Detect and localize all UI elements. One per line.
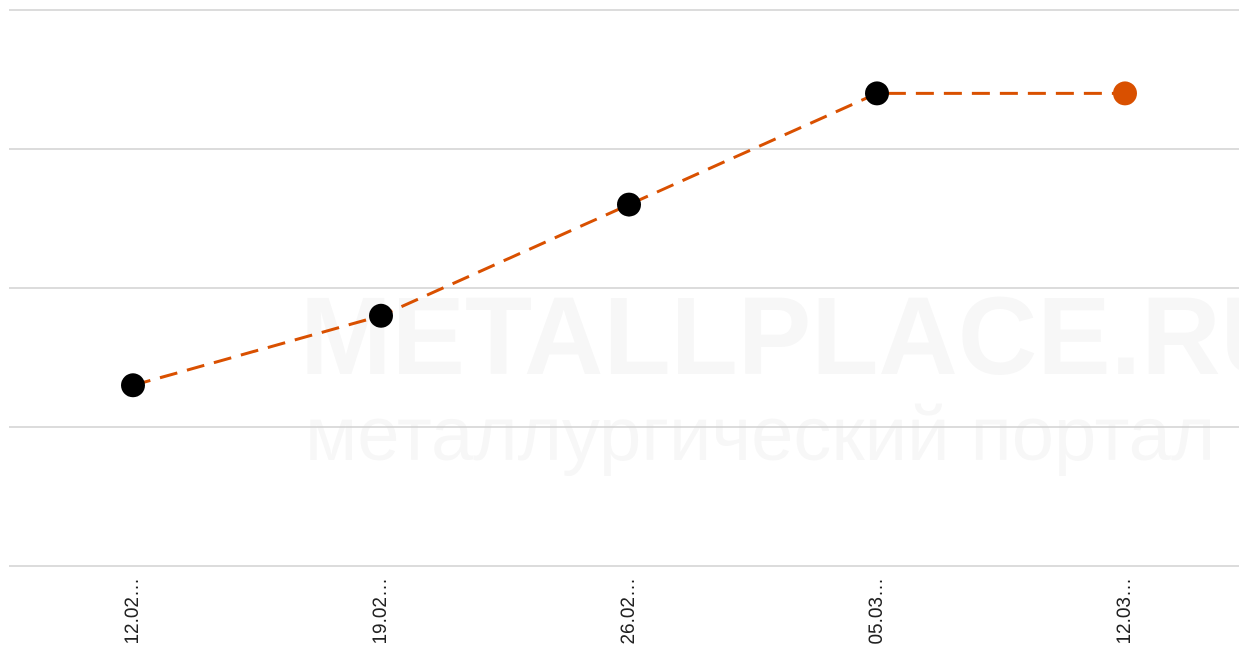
x-tick-label: 12.03… bbox=[1114, 578, 1135, 645]
watermark-subtitle: металлургический портал bbox=[305, 392, 1215, 477]
point bbox=[865, 81, 889, 106]
x-tick-label: 19.02… bbox=[370, 578, 391, 645]
watermark-title: METALLPLACE.RU bbox=[300, 275, 1239, 398]
point bbox=[1113, 81, 1137, 106]
point bbox=[369, 303, 393, 328]
point bbox=[121, 373, 145, 398]
point bbox=[617, 192, 641, 217]
x-tick-label: 26.02… bbox=[618, 578, 639, 645]
x-tick-label: 05.03… bbox=[866, 578, 887, 645]
x-tick-label: 12.02… bbox=[122, 578, 143, 645]
line bbox=[132, 91, 1125, 387]
